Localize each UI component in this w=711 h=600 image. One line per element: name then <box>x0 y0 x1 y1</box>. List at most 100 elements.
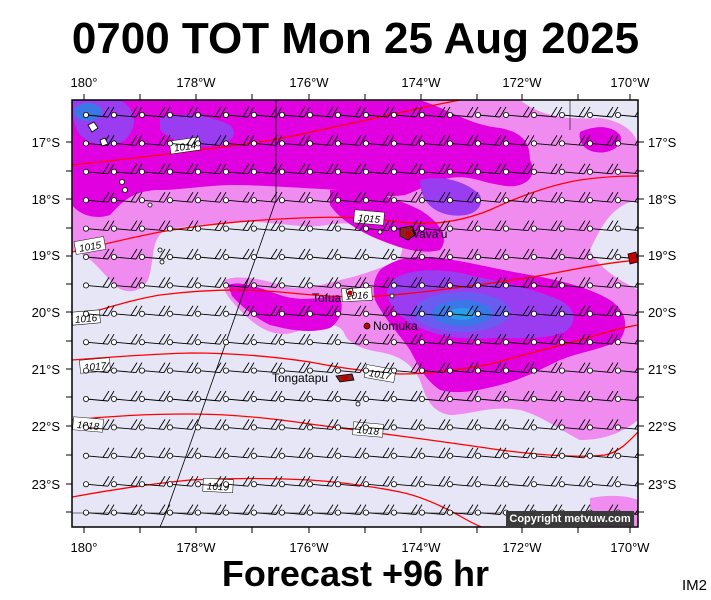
wind-barb <box>225 106 255 118</box>
wind-barb <box>225 191 255 203</box>
wind-barb <box>617 224 638 231</box>
wind-barb <box>169 475 199 487</box>
wind-barb-station <box>250 282 257 289</box>
wind-barb-station <box>615 452 622 459</box>
wind-barb <box>421 333 451 345</box>
wind-barb <box>141 220 171 232</box>
wind-barb <box>141 475 171 487</box>
copyright-box <box>506 511 634 526</box>
wind-barb <box>113 333 143 345</box>
wind-barb-station <box>474 140 481 147</box>
wind-barb <box>421 248 451 260</box>
wind-barb-station <box>531 367 538 374</box>
wind-barb <box>85 333 115 345</box>
island-small-10 <box>355 401 361 407</box>
island-small-5 <box>147 202 153 208</box>
wind-barb <box>113 191 143 203</box>
wind-barb <box>505 248 535 260</box>
wind-barb-station <box>615 282 622 289</box>
wind-barb <box>393 362 423 374</box>
wind-barb <box>561 447 591 459</box>
wind-barb-station <box>138 481 145 488</box>
wind-barb-station <box>278 424 285 431</box>
wind-barb <box>281 447 311 459</box>
wind-barb <box>113 106 143 118</box>
wind-barb <box>197 305 227 317</box>
wind-barb <box>309 447 339 459</box>
lon-label: 170°W <box>610 540 650 555</box>
wind-barb <box>253 191 283 203</box>
wind-barb <box>281 475 311 487</box>
wind-barb-station <box>418 367 425 374</box>
wind-barb <box>617 309 638 317</box>
wind-barb <box>365 220 395 232</box>
forecast-label: Forecast +96 hr <box>221 553 490 594</box>
wind-barb <box>449 362 479 374</box>
wind-barb <box>281 504 311 516</box>
wind-barb-station <box>390 197 397 204</box>
wind-barb <box>281 305 311 317</box>
wind-barb <box>337 362 367 374</box>
wind-barb <box>253 504 283 516</box>
wind-barb <box>533 220 563 232</box>
wind-barb <box>533 447 563 459</box>
wind-barb-station <box>615 424 622 431</box>
wind-barb-station <box>222 509 229 516</box>
wind-barb <box>141 135 171 146</box>
wind-barb <box>281 135 311 146</box>
wind-barb-station <box>390 367 397 374</box>
wind-barb <box>533 475 563 487</box>
wind-barb <box>309 191 339 203</box>
wind-barb-station <box>194 424 201 431</box>
wind-barb <box>169 277 199 288</box>
wind-barb <box>365 135 395 146</box>
island-small-8 <box>377 229 383 235</box>
wind-barb-station <box>250 168 257 175</box>
wind-barb-station <box>83 310 90 317</box>
wind-barb-station <box>166 424 173 431</box>
wind-barb <box>253 220 283 232</box>
wind-barb <box>617 110 638 118</box>
wind-barb <box>477 191 507 203</box>
wind-barb-station <box>615 197 622 204</box>
wind-barb-station <box>418 339 425 346</box>
wind-barb-station <box>587 424 594 431</box>
wind-barb <box>393 191 423 203</box>
wind-barb-station <box>166 140 173 147</box>
wind-barb <box>365 475 395 487</box>
wind-barb-station <box>418 282 425 289</box>
wind-barb-station <box>334 168 341 175</box>
wind-barb-station <box>83 282 90 289</box>
wind-barb-station <box>502 367 509 374</box>
wind-barb <box>85 362 115 374</box>
wind-barb-station <box>278 197 285 204</box>
wind-barb-station <box>362 509 369 516</box>
isobar-1018 <box>72 413 638 457</box>
wind-barb-station <box>278 253 285 260</box>
wind-barb-station <box>559 197 566 204</box>
lat-label: 17°S <box>32 135 61 150</box>
wind-barb-station <box>559 168 566 175</box>
wind-barb-station <box>502 168 509 175</box>
wind-barb <box>505 362 535 374</box>
wind-barb <box>393 248 423 260</box>
wind-barb-station <box>250 253 257 260</box>
wind-barb-station <box>531 395 538 402</box>
lat-label: 18°S <box>32 192 61 207</box>
wind-barb <box>533 106 563 118</box>
wind-barb <box>253 390 283 402</box>
wind-barb-station <box>306 140 313 147</box>
wind-barb <box>505 447 535 459</box>
wind-barb <box>281 248 311 260</box>
wind-barb-station <box>446 253 453 260</box>
wind-barb-station <box>418 197 425 204</box>
wind-barb-station <box>559 424 566 431</box>
wind-barb <box>85 277 115 288</box>
wind-barb-station <box>502 339 509 346</box>
wind-barb <box>85 504 115 516</box>
wind-barb <box>281 191 311 203</box>
wind-barb-station <box>362 395 369 402</box>
wind-barb <box>449 277 479 288</box>
wind-barb <box>169 504 199 516</box>
wind-barb-station <box>446 225 453 232</box>
